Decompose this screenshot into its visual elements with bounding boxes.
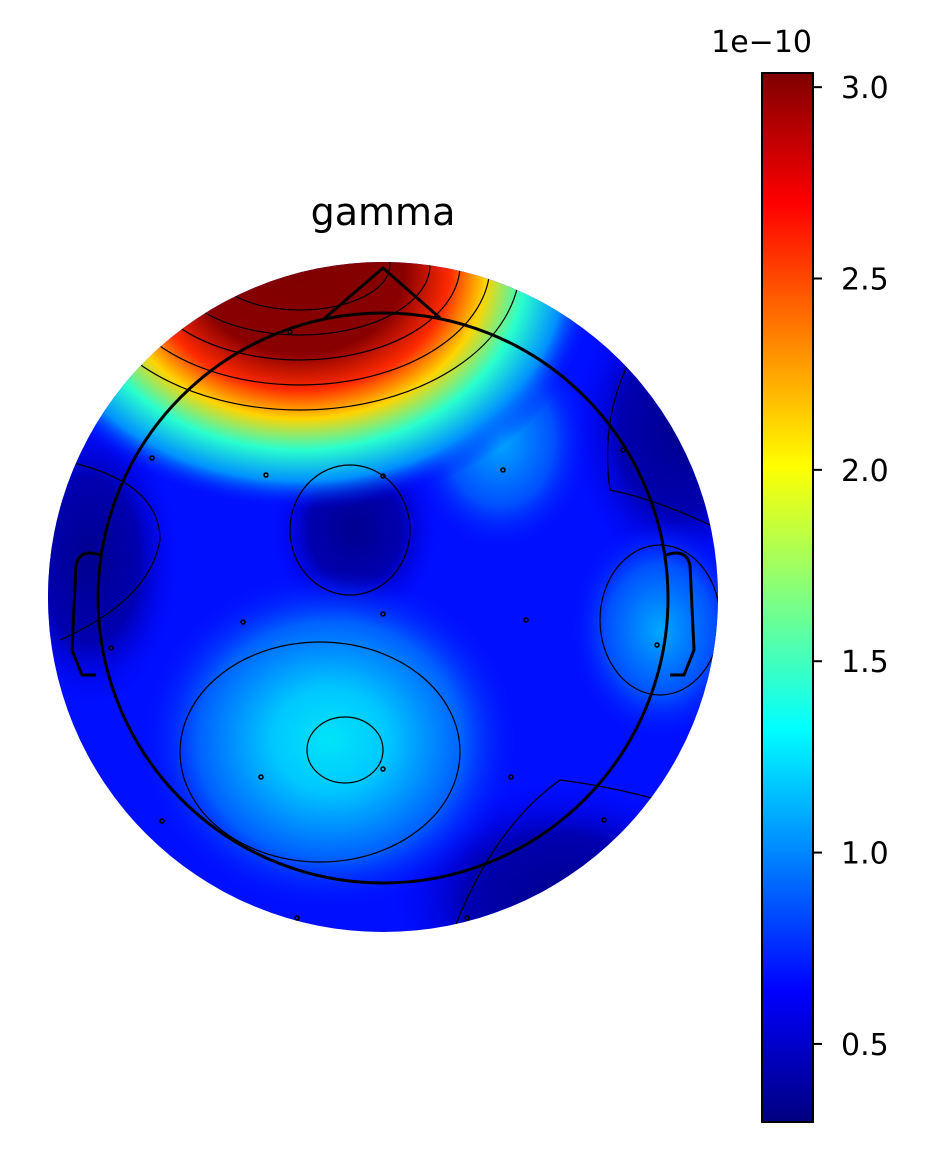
colorbar-tick-label: 3.0 (841, 71, 889, 106)
colorbar-offset: 1e−10 (711, 25, 812, 60)
head-outline (70, 266, 696, 885)
colorbar-tick-label: 0.5 (841, 1028, 889, 1063)
colorbar-tick-label: 1.5 (841, 645, 889, 680)
topomap (48, 262, 718, 932)
colorbar (761, 72, 814, 1123)
colorbar-tick-label: 2.0 (841, 454, 889, 489)
chart-title: gamma (311, 190, 456, 234)
colorbar-tick-label: 2.5 (841, 263, 889, 298)
sensors (108, 329, 660, 921)
colorbar-tick-label: 1.0 (841, 837, 889, 872)
